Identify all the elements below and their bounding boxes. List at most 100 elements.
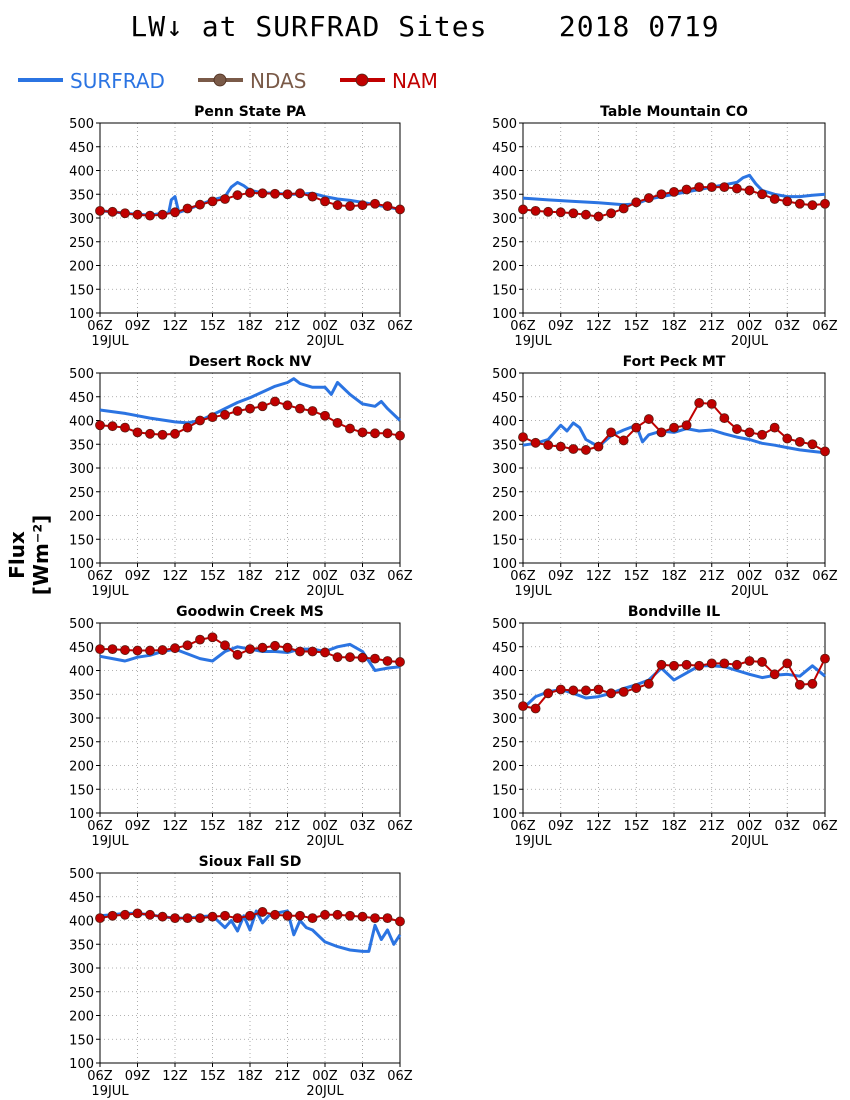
x-date-label: 19JUL <box>91 834 129 849</box>
x-tick-label: 03Z <box>350 819 376 834</box>
nam-point <box>307 406 318 416</box>
x-tick-label: 00Z <box>737 819 763 834</box>
nam-point <box>555 441 566 452</box>
nam-point <box>345 423 355 434</box>
nam-point <box>706 658 717 669</box>
x-date-label: 20JUL <box>306 1084 344 1099</box>
x-tick-label: 03Z <box>350 1069 376 1084</box>
nam-point <box>744 656 755 666</box>
x-tick-label: 09Z <box>548 319 574 334</box>
x-tick-label: 18Z <box>661 569 687 584</box>
y-tick-label: 400 <box>492 415 517 430</box>
x-tick-label: 03Z <box>350 319 376 334</box>
nam-point <box>182 913 193 924</box>
x-tick-label: 12Z <box>162 819 188 834</box>
y-tick-label: 450 <box>69 891 94 906</box>
x-date-label: 19JUL <box>91 334 129 349</box>
y-tick-label: 300 <box>492 462 517 477</box>
y-tick-label: 400 <box>492 165 517 180</box>
nam-point <box>182 203 193 214</box>
nam-point <box>195 199 205 210</box>
nam-point <box>518 204 528 215</box>
x-tick-label: 18Z <box>661 819 687 834</box>
x-tick-label: 03Z <box>775 319 801 334</box>
x-tick-label: 09Z <box>548 819 574 834</box>
nam-point <box>207 412 218 423</box>
panel-goodwin-creek-ms: Goodwin Creek MS 100 150 200 250 300 350 400 450… <box>69 604 413 849</box>
nam-point <box>232 190 243 201</box>
x-date-label: 19JUL <box>514 334 552 349</box>
x-tick-label: 18Z <box>237 819 263 834</box>
x-tick-label: 15Z <box>624 569 650 584</box>
y-tick-label: 250 <box>69 986 94 1001</box>
chart-title: LW↓ at SURFRAD Sites 2018 0719 <box>130 10 720 43</box>
nam-point <box>530 437 541 448</box>
x-tick-label: 06Z <box>812 569 838 584</box>
x-tick-label: 21Z <box>699 319 725 334</box>
x-tick-label: 09Z <box>125 819 151 834</box>
y-tick-label: 400 <box>69 415 94 430</box>
nam-point <box>270 188 280 199</box>
nam-point <box>120 909 130 920</box>
nam-point <box>282 400 293 411</box>
nam-point <box>245 187 255 198</box>
nam-point <box>132 427 143 438</box>
nam-point <box>543 688 554 699</box>
panel-title: Sioux Fall SD <box>199 854 302 870</box>
y-tick-label: 150 <box>492 783 517 798</box>
nam-point <box>157 645 168 655</box>
surfrad-line <box>522 421 826 455</box>
x-tick-label: 03Z <box>775 569 801 584</box>
nam-point <box>232 913 243 924</box>
nam-point <box>593 441 604 452</box>
x-tick-label: 00Z <box>312 1069 338 1084</box>
nam-point <box>631 422 642 433</box>
nam-point <box>345 652 355 663</box>
y-tick-label: 350 <box>69 688 94 703</box>
x-date-label: 20JUL <box>731 584 769 599</box>
y-tick-label: 200 <box>492 260 517 275</box>
nam-point <box>245 910 255 921</box>
nam-point <box>757 189 767 200</box>
x-date-label: 20JUL <box>306 834 344 849</box>
y-tick-label: 350 <box>492 438 517 453</box>
nam-point <box>95 913 105 924</box>
y-tick-label: 300 <box>69 212 94 227</box>
nam-point <box>145 210 155 221</box>
panel-table-mountain-co: Table Mountain CO 100 150 200 250 300 350 400 45… <box>492 104 838 349</box>
nam-point <box>195 913 205 924</box>
nam-point <box>669 660 679 671</box>
y-tick-label: 100 <box>492 307 517 322</box>
nam-point <box>270 640 280 651</box>
x-tick-label: 06Z <box>87 319 113 334</box>
nam-point <box>782 196 793 207</box>
x-tick-label: 15Z <box>624 319 650 334</box>
nam-point <box>107 910 118 921</box>
nam-point <box>757 429 767 440</box>
x-date-label: 20JUL <box>731 334 769 349</box>
x-tick-label: 00Z <box>737 319 763 334</box>
y-tick-label: 200 <box>69 760 94 775</box>
panel-title: Table Mountain CO <box>600 104 748 120</box>
nam-point <box>530 703 541 714</box>
nam-point <box>757 657 767 667</box>
nam-point <box>543 206 554 217</box>
y-tick-label: 100 <box>492 807 517 822</box>
nam-point <box>581 445 591 455</box>
nam-point <box>220 910 230 921</box>
x-tick-label: 06Z <box>87 1069 113 1084</box>
legend-item-ndas: NDAS <box>198 69 306 93</box>
legend-item-surfrad: SURFRAD <box>18 69 165 93</box>
nam-point <box>794 436 805 447</box>
nam-point <box>382 428 393 439</box>
nam-point <box>320 647 330 658</box>
y-tick-label: 350 <box>69 438 94 453</box>
nam-point <box>145 909 155 920</box>
x-date-label: 19JUL <box>91 584 129 599</box>
nam-point <box>606 208 616 219</box>
y-tick-label: 200 <box>492 760 517 775</box>
x-date-label: 19JUL <box>514 584 552 599</box>
nam-point <box>357 427 368 438</box>
x-tick-label: 09Z <box>125 319 151 334</box>
x-tick-label: 06Z <box>387 319 413 334</box>
